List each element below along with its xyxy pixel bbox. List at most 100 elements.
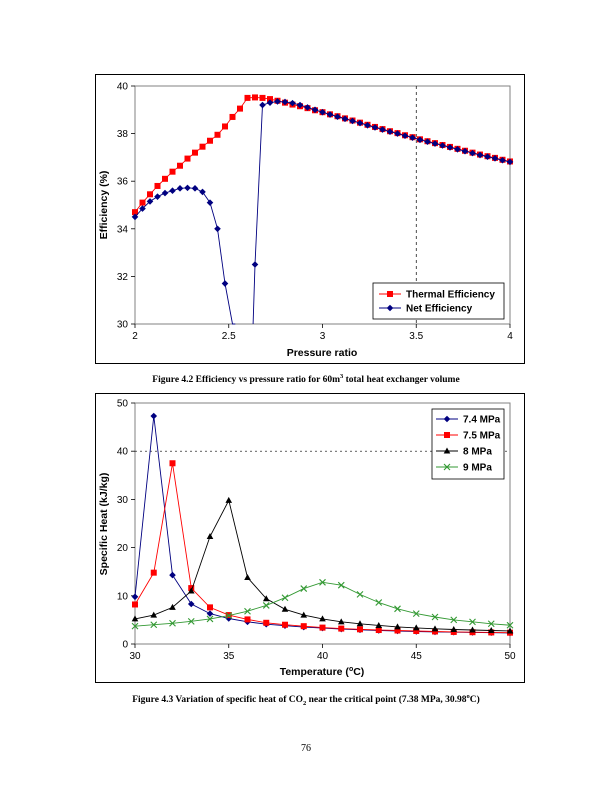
- y-tick-label: 30: [117, 320, 129, 331]
- data-point: [244, 94, 251, 101]
- x-axis-label-sup: o: [349, 666, 353, 673]
- data-point: [150, 621, 158, 629]
- data-point: [357, 626, 363, 633]
- data-point: [162, 175, 168, 182]
- data-point: [131, 622, 139, 630]
- data-point: [311, 106, 319, 114]
- data-point: [300, 585, 308, 592]
- data-point: [131, 593, 139, 601]
- legend-label: 9 MPa: [463, 463, 492, 474]
- data-point: [187, 617, 195, 625]
- data-point: [184, 155, 191, 162]
- data-point: [150, 569, 157, 576]
- data-point: [431, 613, 439, 621]
- legend-item: Net Efficiency: [379, 304, 473, 315]
- data-point: [259, 94, 266, 101]
- y-tick-label: 40: [117, 82, 129, 93]
- data-point: [139, 199, 146, 206]
- legend-marker: [387, 291, 393, 297]
- legend-label: 7.5 MPa: [463, 431, 501, 442]
- data-point: [375, 627, 382, 634]
- data-point: [192, 149, 198, 156]
- data-point: [296, 101, 304, 109]
- data-point: [222, 123, 228, 130]
- data-point: [252, 94, 258, 101]
- data-point: [506, 621, 514, 629]
- legend-label: 8 MPa: [463, 447, 492, 458]
- data-point: [356, 119, 364, 127]
- figure-4-2-caption: Figure 4.2 Efficiency vs pressure ratio …: [40, 373, 572, 385]
- caption-text-suffix: total heat exchanger volume: [343, 375, 460, 386]
- data-point: [131, 615, 139, 622]
- data-point: [334, 113, 341, 121]
- data-point: [469, 626, 476, 633]
- data-point: [221, 280, 229, 287]
- data-point: [214, 225, 221, 233]
- legend: Thermal Efficiency Net Efficiency: [372, 282, 505, 320]
- legend-box: [372, 282, 505, 320]
- y-tick-label: 38: [117, 129, 129, 140]
- data-point: [326, 111, 334, 118]
- data-point: [337, 618, 345, 625]
- y-axis-label: Efficiency (%): [98, 171, 110, 240]
- y-tick-label: 30: [117, 495, 129, 506]
- legend-marker: [443, 415, 451, 423]
- data-point: [207, 137, 213, 144]
- x-axis-label: Pressure ratio: [287, 347, 358, 359]
- data-point: [146, 198, 154, 205]
- y-tick-label: 20: [117, 543, 129, 554]
- legend-item: 8 MPa: [436, 447, 492, 458]
- x-tick-label: 45: [411, 651, 423, 662]
- data-point: [319, 615, 326, 622]
- legend-label: Net Efficiency: [406, 304, 473, 315]
- data-point: [274, 98, 281, 105]
- data-point: [506, 627, 514, 634]
- data-point: [356, 590, 364, 598]
- y-tick-label: 50: [117, 399, 129, 410]
- data-point: [506, 158, 514, 166]
- legend-marker: [443, 447, 451, 454]
- legend-item: 7.5 MPa: [436, 431, 501, 442]
- data-point: [199, 188, 206, 196]
- data-point: [300, 623, 307, 630]
- x-tick-label: 40: [317, 651, 329, 662]
- data-point: [319, 108, 326, 116]
- data-point: [281, 98, 289, 106]
- data-point: [371, 124, 379, 131]
- data-point: [487, 620, 495, 628]
- data-point: [394, 605, 401, 613]
- data-point: [412, 624, 420, 631]
- data-point: [154, 182, 161, 189]
- data-point: [394, 627, 401, 634]
- x-tick-label: 4: [507, 331, 513, 342]
- data-point: [150, 412, 158, 420]
- series-net-efficiency: [131, 98, 514, 325]
- data-point: [225, 612, 233, 619]
- data-point: [375, 621, 383, 628]
- data-point: [304, 104, 311, 111]
- data-point: [169, 571, 176, 579]
- caption-text-suffix: C): [469, 695, 480, 706]
- data-point: [132, 209, 138, 216]
- data-point: [150, 611, 158, 618]
- data-point: [177, 162, 183, 169]
- data-point: [412, 610, 420, 618]
- legend-item: Thermal Efficiency: [379, 290, 495, 301]
- data-point: [244, 616, 251, 623]
- data-point: [431, 140, 439, 147]
- caption-text: Figure 4.2 Efficiency vs pressure ratio …: [152, 375, 340, 386]
- data-point: [169, 603, 176, 610]
- data-point: [206, 199, 214, 206]
- caption-text: Figure 4.3 Variation of specific heat of…: [132, 695, 304, 706]
- data-point: [319, 578, 326, 586]
- data-point: [469, 618, 476, 626]
- legend-marker: [444, 432, 450, 438]
- data-point: [282, 621, 288, 628]
- data-point: [281, 594, 289, 602]
- data-point: [259, 101, 266, 109]
- legend-label: Thermal Efficiency: [406, 290, 495, 301]
- data-point: [206, 533, 214, 540]
- caption-superscript: o: [466, 693, 470, 700]
- data-point: [439, 142, 446, 149]
- data-point: [147, 191, 153, 198]
